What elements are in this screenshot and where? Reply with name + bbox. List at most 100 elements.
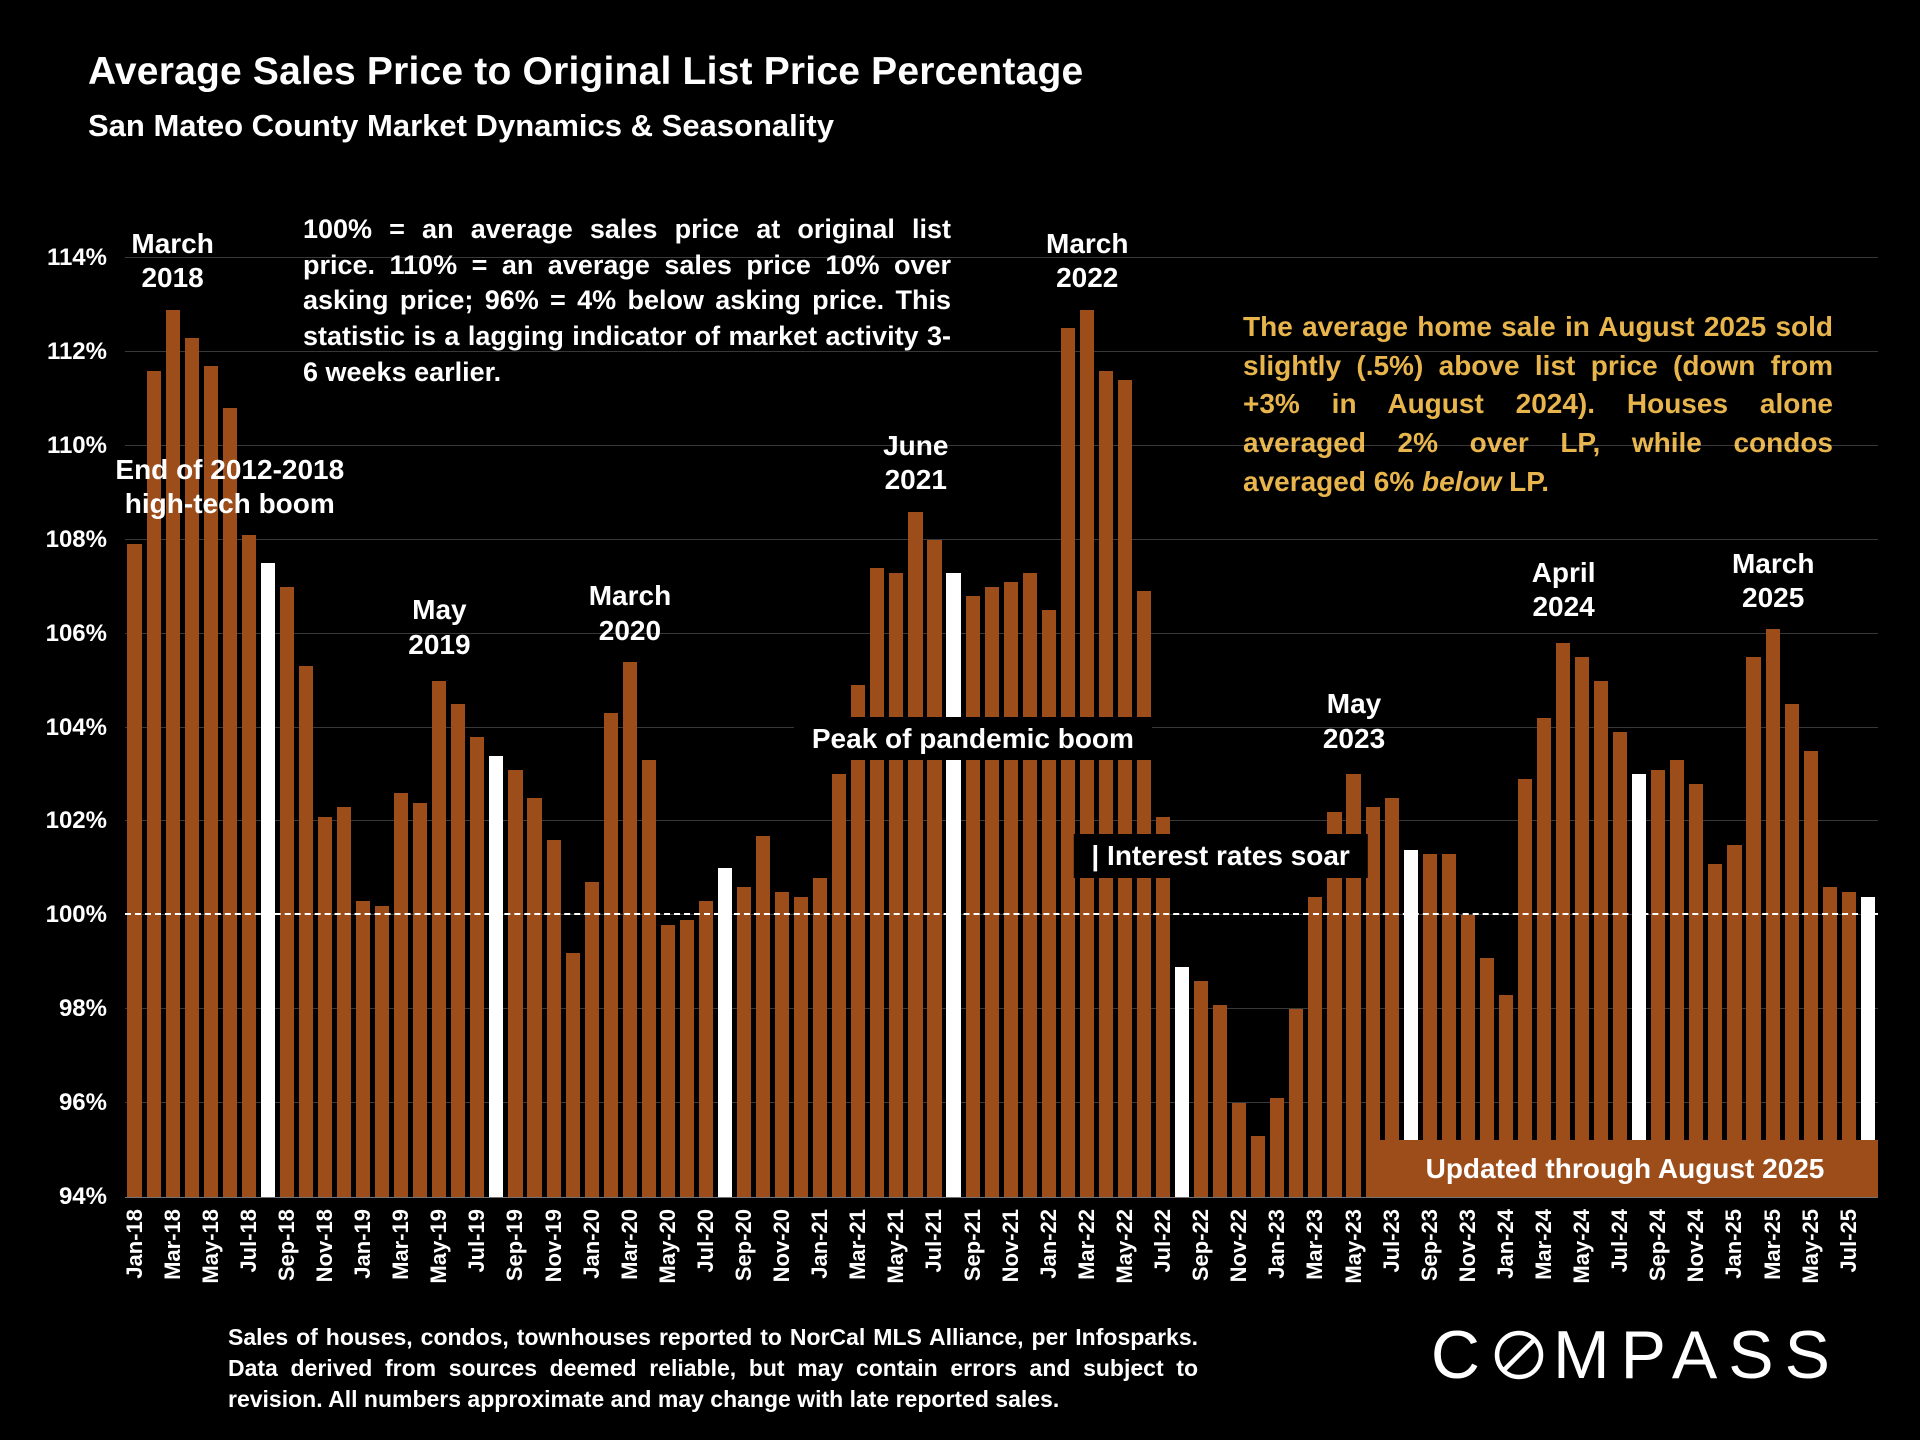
bar-Mar-25	[1765, 628, 1780, 1197]
bar-slot-Feb-25	[1744, 258, 1763, 1197]
bar-slot-Feb-23	[1287, 258, 1306, 1197]
bar-slot-Dec-24	[1706, 258, 1725, 1197]
bar-slot-Apr-19	[411, 258, 430, 1197]
bar-Apr-25	[1784, 704, 1799, 1197]
bar-slot-Mar-20: Mar-20	[617, 258, 642, 1280]
bar-Jul-18	[241, 535, 256, 1197]
bar-Oct-19	[527, 797, 542, 1197]
compass-logo: C MPASS	[1431, 1316, 1841, 1394]
bar-slot-Oct-19	[525, 258, 544, 1197]
x-tick-May-19: May-19	[426, 1209, 452, 1284]
bar-slot-Sep-24: Sep-24	[1645, 258, 1670, 1281]
bar-slot-Oct-24	[1668, 258, 1687, 1197]
bar-slot-Jan-20: Jan-20	[579, 258, 604, 1279]
x-tick-Sep-22: Sep-22	[1188, 1209, 1214, 1282]
bar-slot-Sep-19: Sep-19	[502, 258, 527, 1281]
bar-slot-May-20: May-20	[655, 258, 680, 1284]
x-tick-Jul-20: Jul-20	[692, 1209, 718, 1273]
bar-Jul-25	[1841, 891, 1856, 1197]
x-tick-Jan-19: Jan-19	[350, 1209, 376, 1279]
bar-series: Jan-18 Mar-18 May-18 Jul-18 Sep-18 Nov-18 Jan-…	[122, 258, 1878, 1284]
bar-Jun-24	[1594, 680, 1609, 1197]
reference-line-100pct	[125, 913, 1878, 916]
bar-Feb-21	[832, 774, 847, 1197]
footer-disclaimer: Sales of houses, condos, townhouses repo…	[228, 1324, 1198, 1413]
y-tick-96: 96%	[58, 1089, 107, 1117]
bar-Dec-19	[565, 952, 580, 1197]
x-tick-Jan-20: Jan-20	[578, 1209, 604, 1279]
peak-annotation-Mar-18: March 2018	[131, 228, 214, 294]
bar-slot-Jun-24	[1592, 258, 1611, 1197]
bar-Jan-18	[127, 544, 142, 1197]
bar-Apr-19	[413, 802, 428, 1197]
bar-slot-Jul-24: Jul-24	[1607, 258, 1632, 1273]
bar-Jul-21	[927, 539, 942, 1197]
peak-annotation-Mar-22: March 2022	[1046, 228, 1129, 294]
bar-slot-Apr-20	[639, 258, 658, 1197]
interest-rates-chip: | Interest rates soar	[1073, 834, 1368, 878]
bar-Sep-20	[736, 887, 752, 1197]
bar-Aug-23	[1403, 849, 1418, 1197]
bar-Sep-18	[279, 586, 294, 1197]
bar-Feb-25	[1746, 657, 1761, 1197]
bar-Dec-22	[1251, 1135, 1266, 1197]
bar-slot-Jan-19: Jan-19	[350, 258, 375, 1279]
bar-Jul-20	[698, 901, 713, 1197]
bar-Aug-20	[717, 868, 733, 1197]
x-tick-Jan-25: Jan-25	[1721, 1209, 1747, 1279]
y-tick-112: 112%	[46, 337, 107, 365]
bar-Oct-20	[756, 835, 771, 1197]
peak-annotation-Apr-24: April 2024	[1531, 556, 1596, 623]
bar-slot-May-22: May-22	[1112, 258, 1137, 1284]
bar-slot-Jan-21: Jan-21	[807, 258, 832, 1279]
bar-Sep-19	[508, 769, 523, 1197]
bar-Oct-18	[298, 666, 313, 1197]
x-tick-Nov-23: Nov-23	[1454, 1209, 1480, 1283]
bar-slot-Sep-18: Sep-18	[274, 258, 299, 1281]
bar-slot-Aug-24	[1630, 258, 1649, 1197]
y-tick-108: 108%	[45, 525, 107, 553]
bar-Apr-23	[1327, 812, 1342, 1197]
bar-slot-Jun-18	[220, 258, 239, 1197]
bar-Aug-22	[1175, 966, 1190, 1197]
x-tick-Jul-19: Jul-19	[464, 1209, 490, 1273]
bar-slot-Jan-25: Jan-25	[1721, 258, 1746, 1279]
x-tick-Sep-18: Sep-18	[273, 1209, 299, 1282]
x-tick-May-20: May-20	[654, 1209, 680, 1284]
bar-slot-Feb-19	[373, 258, 392, 1197]
annotation-layer: March 2018 May 2019 March 2020 June 2021 March 20…	[115, 228, 1878, 1197]
august-callout-text: The average home sale in August 2025 sol…	[1243, 308, 1833, 501]
bar-Jan-20	[584, 882, 599, 1197]
bar-slot-Apr-25	[1782, 258, 1801, 1197]
bar-Mar-20	[622, 661, 637, 1197]
bar-Aug-19	[489, 755, 504, 1197]
explainer-text: 100% = an average sales price at origina…	[303, 214, 951, 387]
gridline-108	[125, 538, 1878, 540]
bar-slot-Dec-19	[563, 258, 582, 1197]
bar-slot-May-23: May-23	[1341, 258, 1366, 1284]
bar-Dec-23	[1479, 957, 1494, 1197]
bar-slot-Aug-18	[258, 258, 277, 1197]
logo-letter-c: C	[1430, 1317, 1491, 1393]
bar-slot-Apr-18	[182, 258, 201, 1197]
bar-Nov-18	[317, 816, 333, 1197]
x-tick-Mar-22: Mar-22	[1073, 1209, 1099, 1280]
bar-slot-Feb-22	[1058, 258, 1077, 1197]
bar-slot-Nov-20: Nov-20	[769, 258, 794, 1282]
x-tick-Jul-24: Jul-24	[1607, 1209, 1633, 1273]
bar-slot-Mar-19: Mar-19	[388, 258, 413, 1280]
bar-slot-May-19: May-19	[426, 258, 451, 1284]
bar-Oct-23	[1441, 854, 1456, 1197]
bar-Jun-18	[222, 408, 237, 1197]
bar-slot-Jun-19	[449, 258, 468, 1197]
bar-slot-Jun-25	[1820, 258, 1839, 1197]
bar-slot-Jul-23: Jul-23	[1379, 258, 1404, 1273]
bar-slot-Jun-21	[906, 258, 925, 1197]
bar-Mar-24	[1536, 718, 1552, 1197]
x-tick-Jul-18: Jul-18	[235, 1209, 261, 1273]
x-tick-Sep-24: Sep-24	[1645, 1209, 1671, 1282]
hightech-boom-label: End of 2012-2018 high-tech boom	[115, 453, 345, 519]
x-tick-Mar-21: Mar-21	[845, 1209, 871, 1280]
bar-slot-Mar-24: Mar-24	[1531, 258, 1556, 1280]
y-tick-102: 102%	[45, 807, 107, 835]
